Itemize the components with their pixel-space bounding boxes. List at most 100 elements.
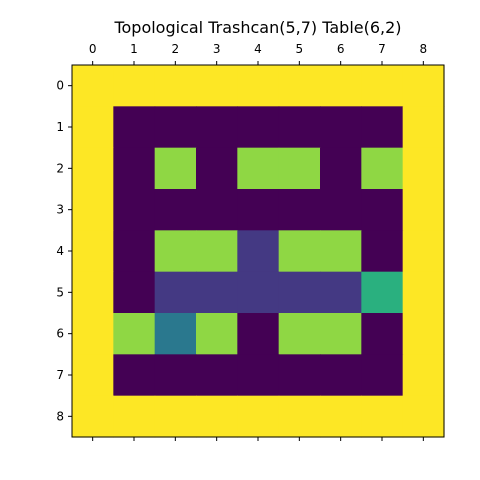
heatmap-cell — [279, 354, 321, 396]
heatmap-cell — [403, 106, 445, 148]
heatmap-cell — [320, 65, 362, 107]
x-tick-label: 5 — [296, 42, 304, 56]
heatmap-cell — [72, 106, 114, 148]
x-tick-label: 4 — [254, 42, 262, 56]
heatmap-cell — [237, 106, 279, 148]
heatmap-cell — [237, 65, 279, 107]
heatmap-cell — [196, 396, 238, 438]
heatmap-cell — [361, 106, 403, 148]
heatmap-cell — [361, 354, 403, 396]
heatmap-cell — [113, 313, 155, 355]
heatmap-cell — [361, 65, 403, 107]
heatmap-cell — [403, 354, 445, 396]
heatmap-cell — [196, 272, 238, 314]
heatmap-cell — [279, 230, 321, 272]
heatmap-cell — [155, 396, 197, 438]
heatmap-cell — [155, 313, 197, 355]
y-tick-label: 4 — [56, 244, 64, 258]
heatmap-cell — [320, 189, 362, 231]
chart-title: Topological Trashcan(5,7) Table(6,2) — [113, 18, 401, 37]
heatmap-cell — [361, 148, 403, 190]
heatmap-cell — [279, 272, 321, 314]
heatmap-cell — [237, 272, 279, 314]
x-tick-label: 8 — [420, 42, 428, 56]
heatmap-cell — [155, 230, 197, 272]
heatmap-cell — [113, 230, 155, 272]
heatmap-cell — [237, 230, 279, 272]
heatmap-cell — [361, 396, 403, 438]
heatmap-cell — [72, 148, 114, 190]
heatmap-cell — [320, 106, 362, 148]
heatmap-cell — [403, 313, 445, 355]
heatmap-cell — [113, 148, 155, 190]
heatmap-cell — [113, 65, 155, 107]
heatmap-cell — [72, 396, 114, 438]
x-tick-label: 7 — [378, 42, 386, 56]
heatmap-cell — [279, 396, 321, 438]
heatmap-cell — [196, 189, 238, 231]
heatmap-cell — [237, 313, 279, 355]
heatmap-cell — [237, 354, 279, 396]
heatmap-cell — [72, 189, 114, 231]
y-tick-label: 2 — [56, 161, 64, 175]
heatmap-cell — [361, 189, 403, 231]
heatmap-cell — [113, 189, 155, 231]
heatmap-cell — [279, 65, 321, 107]
heatmap-cell — [155, 189, 197, 231]
heatmap-cell — [361, 272, 403, 314]
heatmap-cell — [403, 230, 445, 272]
heatmap-cell — [361, 230, 403, 272]
y-tick-label: 6 — [56, 327, 64, 341]
heatmap-cell — [196, 148, 238, 190]
heatmap-cell — [72, 272, 114, 314]
heatmap-cell — [403, 189, 445, 231]
y-tick-label: 0 — [56, 79, 64, 93]
heatmap-cell — [155, 354, 197, 396]
y-tick-label: 5 — [56, 285, 64, 299]
heatmap-cell — [155, 148, 197, 190]
heatmap-cells — [72, 65, 445, 438]
heatmap-cell — [155, 272, 197, 314]
heatmap-cell — [196, 230, 238, 272]
x-tick-label: 6 — [337, 42, 345, 56]
heatmap-cell — [403, 272, 445, 314]
heatmap-cell — [279, 189, 321, 231]
heatmap-cell — [279, 313, 321, 355]
heatmap-cell — [361, 313, 403, 355]
heatmap-cell — [196, 313, 238, 355]
heatmap-cell — [196, 106, 238, 148]
heatmap-cell — [113, 354, 155, 396]
heatmap-cell — [113, 106, 155, 148]
heatmap-cell — [155, 65, 197, 107]
heatmap-cell — [196, 354, 238, 396]
x-tick-label: 2 — [172, 42, 180, 56]
heatmap-cell — [113, 396, 155, 438]
heatmap-cell — [237, 189, 279, 231]
x-tick-label: 1 — [130, 42, 138, 56]
heatmap-cell — [196, 65, 238, 107]
x-tick-label: 0 — [89, 42, 97, 56]
heatmap-cell — [237, 148, 279, 190]
heatmap-cell — [72, 354, 114, 396]
heatmap-cell — [403, 396, 445, 438]
heatmap-cell — [113, 272, 155, 314]
heatmap-cell — [403, 65, 445, 107]
heatmap-cell — [279, 148, 321, 190]
heatmap-cell — [320, 396, 362, 438]
x-tick-label: 3 — [213, 42, 221, 56]
heatmap-cell — [72, 65, 114, 107]
y-tick-label: 8 — [56, 409, 64, 423]
heatmap-cell — [72, 313, 114, 355]
heatmap-cell — [72, 230, 114, 272]
heatmap-cell — [155, 106, 197, 148]
heatmap-cell — [320, 313, 362, 355]
heatmap-cell — [237, 396, 279, 438]
y-tick-label: 7 — [56, 368, 64, 382]
heatmap-cell — [320, 272, 362, 314]
y-tick-label: 3 — [56, 203, 64, 217]
heatmap-cell — [320, 354, 362, 396]
heatmap-cell — [279, 106, 321, 148]
heatmap-cell — [403, 148, 445, 190]
y-tick-label: 1 — [56, 120, 64, 134]
